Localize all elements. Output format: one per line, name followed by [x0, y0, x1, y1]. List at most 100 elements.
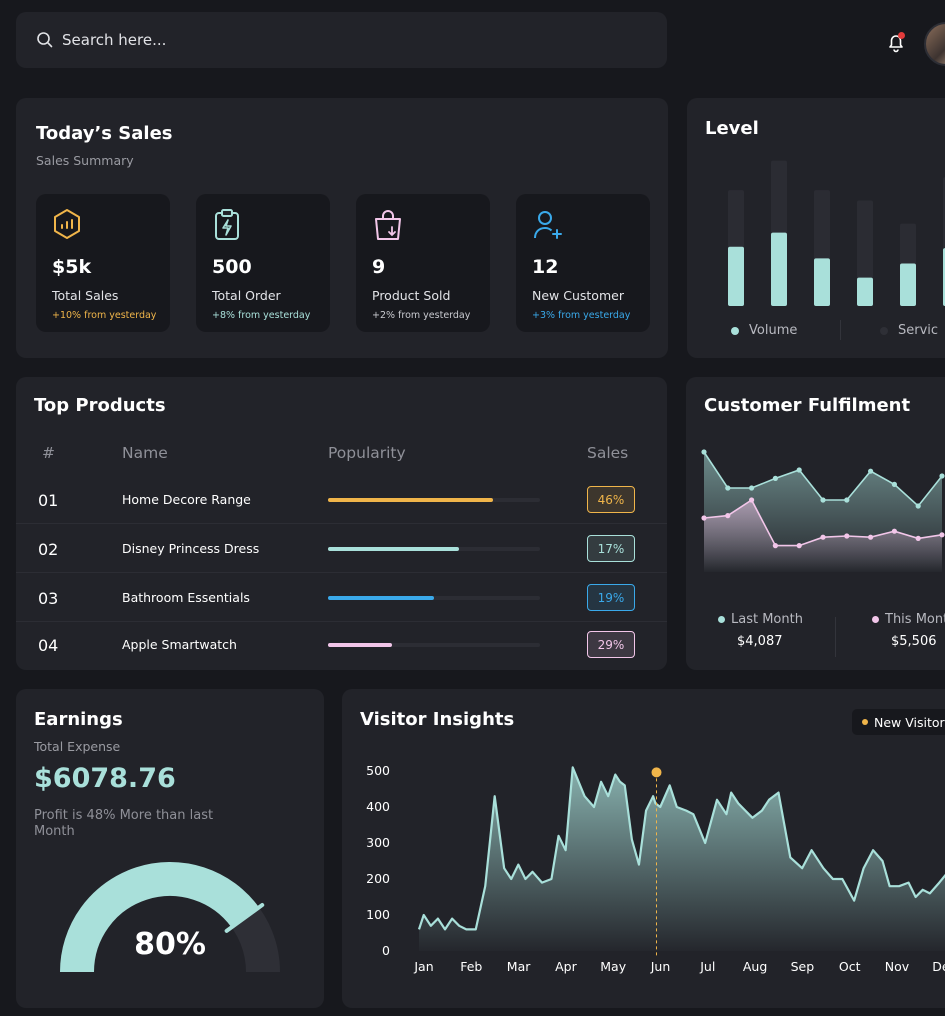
sales-badge: 17%: [587, 535, 635, 562]
bell-icon[interactable]: [884, 30, 908, 54]
row-number: 01: [38, 491, 59, 510]
product-name: Bathroom Essentials: [122, 590, 250, 605]
y-tick-label: 500: [366, 763, 390, 778]
stat-new-customer[interactable]: 12 New Customer +3% from yesterday: [516, 194, 650, 332]
stat-change: +3% from yesterday: [532, 310, 631, 321]
stat-value: 9: [372, 256, 386, 278]
product-name: Apple Smartwatch: [122, 637, 237, 652]
y-tick-label: 400: [366, 799, 390, 814]
popularity-bar: [328, 547, 540, 551]
x-tick-label: Mar: [507, 959, 531, 974]
stat-label: New Customer: [532, 288, 624, 303]
data-point: [796, 543, 802, 549]
level-bar-chart: [728, 160, 945, 306]
top-products-title: Top Products: [34, 395, 166, 416]
data-point: [820, 497, 826, 503]
popularity-fill: [328, 547, 460, 551]
gauge-fill: [60, 862, 259, 973]
earnings-amount: $6078.76: [34, 763, 176, 794]
bar-volume: [857, 277, 873, 306]
data-point: [772, 543, 778, 549]
data-point: [701, 515, 707, 521]
sales-badge: 29%: [587, 631, 635, 658]
stat-total-order[interactable]: 500 Total Order +8% from yesterday: [196, 194, 330, 332]
row-divider: [16, 523, 667, 524]
popularity-fill: [328, 643, 392, 647]
x-tick-label: Sep: [791, 959, 815, 974]
stat-value: $5k: [52, 256, 92, 278]
popularity-fill: [328, 596, 434, 600]
legend-service[interactable]: Servic: [880, 323, 938, 338]
x-tick-label: Apr: [555, 959, 577, 974]
earnings-note: Profit is 48% More than last Month: [34, 808, 214, 839]
stat-change: +10% from yesterday: [52, 310, 157, 321]
legend-this-month[interactable]: This Mont: [872, 612, 945, 627]
stat-label: Total Sales: [52, 288, 119, 303]
stat-value: 500: [212, 256, 252, 278]
stat-label: Product Sold: [372, 288, 451, 303]
level-card: Level Volume Servic: [687, 98, 945, 358]
data-point: [891, 528, 897, 534]
search-bar[interactable]: [16, 12, 667, 68]
stat-total-sales[interactable]: $5k Total Sales +10% from yesterday: [36, 194, 170, 332]
col-header-num: #: [42, 444, 55, 462]
x-tick-label: May: [600, 959, 626, 974]
stat-product-sold[interactable]: 9 Product Sold +2% from yesterday: [356, 194, 490, 332]
row-number: 04: [38, 636, 59, 655]
data-point: [891, 481, 897, 487]
gauge-value: 80%: [134, 927, 206, 962]
col-header-popularity: Popularity: [328, 444, 406, 462]
this-month-value: $5,506: [891, 634, 937, 649]
earnings-gauge: [60, 862, 280, 973]
legend-label: Last Month: [731, 612, 803, 627]
legend-label: New Visitor: [874, 714, 945, 730]
avatar[interactable]: [924, 22, 945, 66]
stat-change: +8% from yesterday: [212, 310, 311, 321]
data-point: [725, 485, 731, 491]
sales-badge: 46%: [587, 486, 635, 513]
data-point: [868, 468, 874, 474]
bar-volume: [900, 263, 916, 306]
y-tick-label: 200: [366, 871, 390, 886]
visitor-legend[interactable]: New Visitor: [852, 709, 945, 735]
popularity-bar: [328, 643, 540, 647]
y-tick-label: 0: [382, 943, 390, 958]
area-this-month: [704, 500, 942, 572]
search-input[interactable]: [62, 31, 622, 49]
table-row[interactable]: 03 Bathroom Essentials 19%: [16, 575, 667, 624]
highlight-point: [651, 767, 662, 778]
visitor-insights-title: Visitor Insights: [360, 709, 515, 730]
data-point: [844, 497, 850, 503]
y-tick-label: 100: [366, 907, 390, 922]
clipboard-bolt-icon: [215, 209, 239, 240]
data-point: [844, 533, 850, 539]
customer-fulfilment-title: Customer Fulfilment: [704, 395, 911, 416]
earnings-title: Earnings: [34, 709, 123, 730]
popularity-fill: [328, 498, 494, 502]
x-tick-label: Feb: [460, 959, 482, 974]
table-row[interactable]: 02 Disney Princess Dress 17%: [16, 526, 667, 575]
row-divider: [16, 572, 667, 573]
product-name: Home Decore Range: [122, 492, 251, 507]
legend-last-month[interactable]: Last Month: [718, 612, 803, 627]
visitor-area: [419, 767, 945, 951]
shopping-bag-icon: [375, 210, 401, 240]
todays-sales-subtitle: Sales Summary: [36, 153, 134, 168]
data-point: [749, 485, 755, 491]
table-row[interactable]: 04 Apple Smartwatch 29%: [16, 622, 667, 670]
row-number: 02: [38, 540, 59, 559]
y-tick-label: 300: [366, 835, 390, 850]
data-point: [772, 475, 778, 481]
last-month-value: $4,087: [737, 634, 783, 649]
table-row[interactable]: 01 Home Decore Range 46%: [16, 477, 667, 526]
legend-dot: [880, 326, 888, 335]
data-point: [701, 449, 707, 455]
bar-volume: [728, 246, 744, 306]
customer-fulfilment-card: Customer Fulfilment Last Month $4,087 Th…: [686, 377, 945, 670]
gauge-needle: [224, 902, 265, 933]
popularity-bar: [328, 498, 540, 502]
legend-volume[interactable]: Volume: [731, 323, 797, 338]
notification-dot: [898, 32, 905, 39]
stat-change: +2% from yesterday: [372, 310, 471, 321]
row-number: 03: [38, 589, 59, 608]
